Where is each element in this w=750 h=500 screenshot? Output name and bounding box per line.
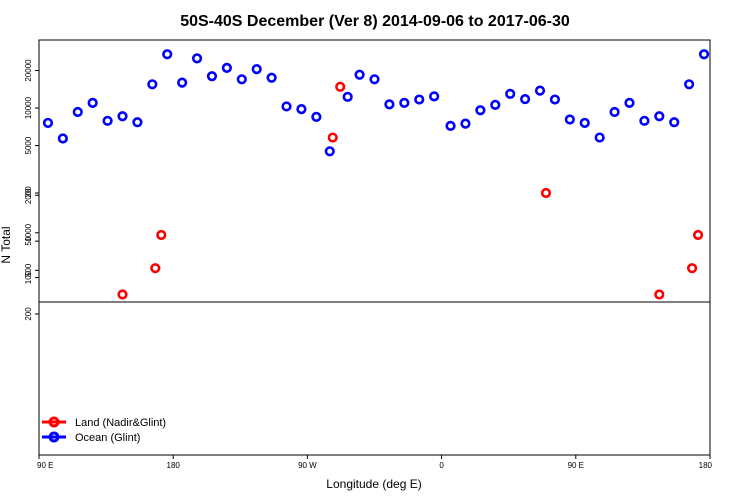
ocean-point [236,74,247,85]
x-tick-label: 0 [439,461,444,470]
ocean-point [609,106,620,118]
legend: Land (Nadir&Glint) Ocean (Glint) [42,416,166,444]
ocean-point [87,97,98,108]
ocean-point [654,111,665,122]
legend-land-label: Land (Nadir&Glint) [75,417,166,429]
ocean-point [191,53,203,64]
land-point [692,229,704,241]
ocean-point [698,49,710,60]
ocean-point [72,106,83,118]
ocean-point [594,132,605,143]
plot-frame [38,39,711,456]
y-axis-label: N Total [0,226,13,263]
legend-ocean-label: Ocean (Glint) [75,432,140,444]
land-point [540,187,552,199]
plot-border [38,39,711,456]
ocean-point [429,91,440,102]
ocean-point [369,74,380,85]
x-tick-label: 180 [699,461,713,470]
ocean-point [221,62,232,73]
ocean-point [162,49,173,60]
ocean-point [564,114,575,125]
land-point [654,289,665,300]
ocean-point [445,120,456,131]
y-tick-label: 20000 [24,59,33,82]
x-axis: 90 E 180 90 W 0 90 E 180 [37,455,713,470]
ocean-point [549,94,561,105]
y-tick-label: 500 [24,263,33,277]
y-tick-label: 200 [24,307,33,321]
ocean-point [624,97,635,108]
y-axis: 20 50 100 200 500 1000 2000 5000 10000 20000 [24,59,39,321]
land-point [117,289,128,300]
y-tick-label: 2000 [24,186,33,204]
ocean-point [669,117,680,128]
chart-title: 50S-40S December (Ver 8) 2014-09-06 to 2… [180,13,570,30]
ocean-point [206,71,218,82]
ocean-point [384,99,395,110]
y-tick-label: 1000 [24,223,33,241]
land-series [117,81,704,300]
ocean-point [342,91,353,102]
x-axis-label: Longitude (deg E) [326,477,421,491]
ocean-point [296,104,307,115]
legend-ocean-marker [48,431,60,443]
ocean-point [490,99,501,110]
ocean-point [520,93,531,105]
y-tick-label: 100 [24,270,33,284]
ocean-point [534,85,546,96]
ocean-point [354,69,365,80]
x-tick-label: 90 E [568,461,584,470]
ocean-point [639,115,650,126]
ocean-point [324,146,335,157]
ocean-point [505,88,516,99]
ocean-point [579,117,590,129]
ocean-point [475,105,486,116]
land-point [687,263,698,274]
y-tick-label: 50 [24,236,33,245]
ocean-point [281,101,292,112]
x-tick-label: 90 E [37,461,53,470]
y-tick-label: 5000 [24,136,33,154]
ocean-point [311,111,322,122]
ocean-point [42,117,54,129]
y-tick-label: 20 [24,188,33,197]
ocean-point [177,77,188,88]
x-tick-label: 180 [167,461,181,470]
ocean-point [460,118,471,129]
land-point [335,81,346,92]
ocean-point [414,94,425,105]
land-point [156,229,167,241]
ocean-point [102,115,113,126]
ocean-point [399,97,410,108]
ocean-point [147,79,158,90]
x-tick-label: 90 W [298,461,317,470]
ocean-point [57,133,68,144]
ocean-point [132,117,143,128]
land-point [150,263,161,274]
land-point [327,132,338,143]
ocean-series [42,49,710,157]
ocean-point [266,72,277,83]
ocean-point [117,111,128,122]
ocean-point [684,79,695,90]
legend-land-marker [48,416,60,428]
ocean-point [251,64,262,75]
y-tick-label: 10000 [24,96,33,119]
